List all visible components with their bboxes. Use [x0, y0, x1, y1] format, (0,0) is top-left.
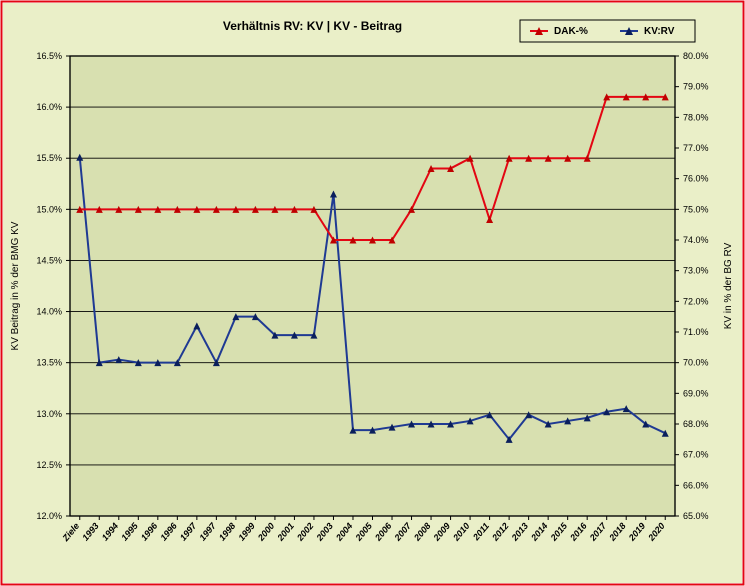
- y-right-tick: 74.0%: [683, 235, 709, 245]
- y-right-tick: 68.0%: [683, 419, 709, 429]
- y-left-tick: 16.5%: [36, 51, 62, 61]
- y-right-tick: 78.0%: [683, 112, 709, 122]
- y-left-tick: 12.5%: [36, 460, 62, 470]
- y-right-label: KV in % der BG RV: [723, 242, 734, 329]
- chart-container: Verhältnis RV: KV | KV - Beitrag DAK-% KV:…: [0, 0, 745, 586]
- y-left-tick: 15.5%: [36, 153, 62, 163]
- y-left-tick: 16.0%: [36, 102, 62, 112]
- y-left-label: KV Beitrag in % der BMG KV: [10, 221, 21, 350]
- legend-label: KV:RV: [644, 26, 675, 37]
- y-right-tick: 71.0%: [683, 327, 709, 337]
- y-right-tick: 77.0%: [683, 143, 709, 153]
- y-left-tick: 14.5%: [36, 255, 62, 265]
- y-right-tick: 69.0%: [683, 388, 709, 398]
- y-right-tick: 80.0%: [683, 51, 709, 61]
- y-right-tick: 67.0%: [683, 450, 709, 460]
- y-right-tick: 72.0%: [683, 296, 709, 306]
- y-right-tick: 79.0%: [683, 82, 709, 92]
- y-right-tick: 73.0%: [683, 266, 709, 276]
- y-right-tick: 65.0%: [683, 511, 709, 521]
- legend-label: DAK-%: [554, 26, 588, 37]
- y-right-tick: 75.0%: [683, 204, 709, 214]
- y-left-tick: 12.0%: [36, 511, 62, 521]
- y-left-tick: 15.0%: [36, 204, 62, 214]
- y-left-tick: 13.0%: [36, 409, 62, 419]
- y-right-tick: 66.0%: [683, 480, 709, 490]
- y-right-tick: 70.0%: [683, 358, 709, 368]
- y-left-tick: 14.0%: [36, 307, 62, 317]
- chart-title: Verhältnis RV: KV | KV - Beitrag: [223, 19, 402, 33]
- y-left-tick: 13.5%: [36, 358, 62, 368]
- y-right-tick: 76.0%: [683, 174, 709, 184]
- chart-svg: Verhältnis RV: KV | KV - Beitrag DAK-% KV:…: [0, 0, 745, 586]
